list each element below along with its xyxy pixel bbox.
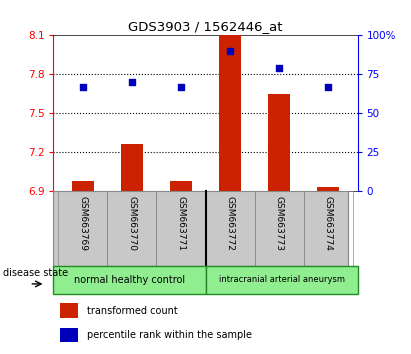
Bar (121, 144, 143, 191)
Bar (157, 191, 206, 266)
Text: GSM663769: GSM663769 (79, 196, 88, 251)
Text: disease state: disease state (2, 268, 68, 278)
Point (129, 79, 135, 85)
Bar (60, 303, 78, 318)
Text: percentile rank within the sample: percentile rank within the sample (87, 330, 252, 340)
Bar (72, 181, 94, 191)
Bar (268, 94, 290, 191)
Bar (60, 328, 78, 342)
Bar (206, 266, 358, 294)
Point (178, 84, 184, 90)
Bar (107, 191, 157, 266)
Bar (254, 191, 304, 266)
Title: GDS3903 / 1562446_at: GDS3903 / 1562446_at (128, 20, 283, 33)
Bar (58, 191, 107, 266)
Bar (206, 191, 254, 266)
Text: intracranial arterial aneurysm: intracranial arterial aneurysm (219, 275, 344, 284)
Point (227, 48, 233, 54)
Point (80, 84, 86, 90)
Text: GSM663774: GSM663774 (323, 196, 332, 251)
Bar (304, 191, 353, 266)
Point (325, 84, 331, 90)
Text: GSM663772: GSM663772 (226, 196, 235, 251)
Text: GSM663770: GSM663770 (127, 196, 136, 251)
Point (276, 65, 282, 71)
Text: GSM663773: GSM663773 (275, 196, 284, 251)
Bar (170, 181, 192, 191)
Text: normal healthy control: normal healthy control (74, 275, 185, 285)
Bar (53, 266, 206, 294)
Bar (317, 187, 339, 191)
Bar (219, 35, 241, 191)
Text: GSM663771: GSM663771 (176, 196, 185, 251)
Text: transformed count: transformed count (87, 306, 178, 316)
